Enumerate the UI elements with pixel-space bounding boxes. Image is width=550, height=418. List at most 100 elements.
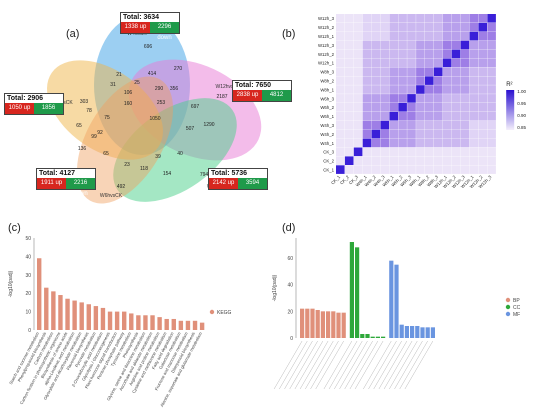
heatmap-cell: [433, 111, 443, 121]
heatmap-cell: [389, 40, 398, 50]
heatmap-cell: [425, 165, 434, 174]
heatmap-cell: [353, 58, 363, 68]
heatmap-cell: [451, 156, 461, 165]
heatmap-cell: [353, 120, 363, 130]
heatmap-cell: [442, 31, 452, 41]
heatmap-cell: [433, 120, 443, 130]
heatmap-cell: [371, 58, 381, 68]
heatmap-cell: [478, 138, 487, 148]
heatmap-cell: [380, 85, 390, 94]
bar: [199, 322, 205, 330]
heatmap-cell: [389, 31, 398, 41]
heatmap-cell: [469, 76, 479, 85]
heatmap-cell: [336, 14, 345, 23]
down-count: 4812 down: [262, 90, 291, 109]
heatmap-cell: [344, 165, 354, 174]
heatmap-cell: [442, 85, 452, 94]
bar: [370, 336, 375, 338]
bar: [349, 242, 354, 338]
heatmap-cell: [451, 165, 461, 174]
heatmap-cell: [442, 147, 452, 157]
heatmap-cell: [433, 94, 443, 103]
venn-count: 21: [116, 72, 122, 78]
heatmap-cell: [371, 103, 381, 112]
heatmap-row-label: W12h_3: [318, 16, 335, 21]
heatmap-cell: [460, 111, 470, 121]
venn-count: 253: [157, 100, 166, 106]
heatmap-cell: [451, 147, 461, 157]
heatmap-cell: [344, 120, 354, 130]
heatmap-cell: [416, 67, 425, 76]
heatmap-cell: [416, 76, 425, 85]
heatmap-cell: [451, 103, 461, 112]
x-tick-label: [289, 340, 318, 390]
heatmap-cell: [433, 147, 443, 157]
heatmap-cell: [478, 58, 487, 68]
heatmap-cell: [487, 22, 496, 32]
heatmap-cell: [389, 14, 398, 23]
panel-label-b: (b): [282, 28, 296, 40]
x-tick-label: [399, 340, 428, 390]
heatmap-cell: [460, 103, 470, 112]
y-tick-label: 0: [290, 336, 293, 342]
heatmap-cell: [416, 49, 425, 59]
heatmap-cell: [353, 22, 363, 32]
bar: [310, 308, 315, 338]
heatmap-cell: [460, 165, 470, 174]
heatmap-cell: [353, 85, 363, 94]
bar: [320, 311, 325, 338]
venn-count: 1290: [203, 122, 214, 128]
heatmap-cell: [425, 67, 434, 76]
heatmap-cell: [416, 165, 425, 174]
heatmap-cell: [371, 76, 381, 85]
venn-count: 492: [117, 184, 126, 190]
bar: [331, 311, 336, 338]
down-count: 1856 down: [34, 103, 63, 122]
x-tick-label: [344, 340, 373, 390]
heatmap-cell: [469, 85, 479, 94]
bar: [114, 311, 120, 330]
heatmap-cell: [407, 165, 416, 174]
heatmap-row-label: W8h_1: [320, 87, 334, 92]
heatmap-cell: [469, 49, 479, 59]
heatmap-cell: [398, 22, 407, 32]
heatmap-cell: [487, 120, 496, 130]
heatmap-cell: [380, 138, 390, 148]
heatmap-cell: [344, 76, 354, 85]
venn-count: 23: [124, 162, 130, 168]
heatmap-cell: [487, 14, 496, 23]
heatmap-cell: [425, 14, 434, 23]
heatmap-cell: [336, 94, 345, 103]
heatmap-cell: [353, 31, 363, 41]
heatmap-cell: [407, 85, 416, 94]
heatmap-cell: [344, 40, 354, 50]
bar: [394, 264, 399, 338]
heatmap-cell: [433, 138, 443, 148]
heatmap-cell: [353, 147, 363, 157]
bar: [72, 300, 77, 330]
bar: [415, 326, 420, 338]
heatmap-cell: [442, 76, 452, 85]
bar: [326, 311, 331, 338]
bar: [315, 310, 320, 338]
heatmap-cell: [416, 147, 425, 157]
heatmap-row-label: W12h_1: [318, 61, 335, 66]
heatmap-cell: [451, 138, 461, 148]
heatmap-cell: [380, 22, 390, 32]
down-count: 2296 down: [150, 22, 179, 41]
heatmap-cell: [451, 67, 461, 76]
heatmap-cell: [425, 129, 434, 139]
heatmap-cell: [362, 31, 372, 41]
heatmap-cell: [407, 31, 416, 41]
bar: [365, 334, 370, 338]
heatmap-row-label: W6h_2: [320, 105, 334, 110]
heatmap-row-label: W6h_1: [320, 114, 334, 119]
heatmap-cell: [336, 111, 345, 121]
heatmap-cell: [478, 67, 487, 76]
venn-count: 65: [103, 151, 109, 157]
heatmap-cell: [469, 165, 479, 174]
heatmap-cell: [416, 103, 425, 112]
heatmap-cell: [353, 129, 363, 139]
heatmap-col-label: CK_1: [330, 174, 342, 186]
